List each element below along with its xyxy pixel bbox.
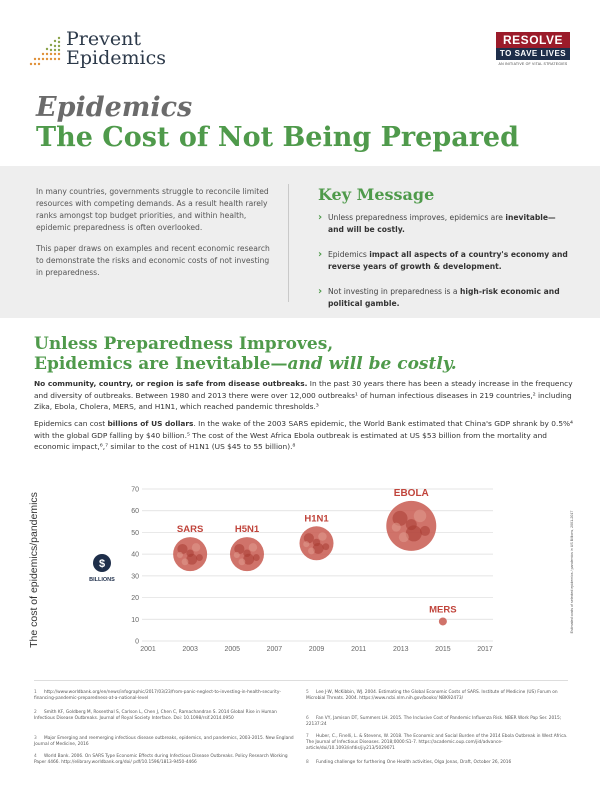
key-message-item-3: › Not investing in preparedness is a hig… <box>318 286 560 308</box>
badge-top: RESOLVE <box>496 32 570 48</box>
paragraph-costs: Epidemics can cost billions of US dollar… <box>34 419 574 451</box>
bubble-h5n1 <box>229 537 264 572</box>
footnote-5: 5 Lee J-W, McKibbin, WJ. 2004. Estimating… <box>306 690 558 701</box>
y-tick-label: 10 <box>131 617 139 624</box>
svg-text:Estimated costs of selected ep: Estimated costs of selected epidemics / … <box>570 511 574 634</box>
prevent-epidemics-logo: Prevent Epidemics <box>66 30 166 68</box>
dollar-icon <box>93 554 111 572</box>
footnote-1: 1 http://www.worldbank.org/en/news/infogr… <box>34 690 281 701</box>
y-tick-label: 20 <box>131 595 139 602</box>
epidemic-cost-chart: 0 10 20 30 40 50 60 70 2001 2003 2005 2007 2009 2011 2… <box>89 487 493 653</box>
dollar-symbol: $ <box>99 558 105 570</box>
logo-line2: Epidemics <box>66 47 167 69</box>
paragraph-outbreaks: No community, country, or region is safe… <box>34 379 573 411</box>
bubble-label-h1n1: H1N1 <box>304 513 329 524</box>
badge-bottom: TO SAVE LIVES <box>496 48 570 60</box>
bubble-label-ebola: EBOLA <box>394 488 429 499</box>
vertical-divider <box>288 184 289 302</box>
y-tick-label: 30 <box>131 573 139 580</box>
bubble-sars <box>173 537 208 572</box>
svg-text:The cost of epidemics/pandemic: The cost of epidemics/pandemics <box>28 492 40 648</box>
badge-sub: AN INITIATIVE OF VITAL STRATEGIES <box>498 62 568 66</box>
chevron-right-icon: › <box>318 212 323 223</box>
y-tick-label: 0 <box>135 639 139 646</box>
section-heading-line1: Unless Preparedness Improves, <box>34 334 334 354</box>
x-tick-label: 2003 <box>182 646 198 653</box>
x-tick-label: 2017 <box>477 646 493 653</box>
footnote-4: 4 World Bank. 2006. On SARS Type Economic… <box>34 754 288 765</box>
key-message-item-1: › Unless preparedness improves, epidemic… <box>318 212 556 234</box>
x-tick-label: 2007 <box>267 646 283 653</box>
chevron-right-icon: › <box>318 249 323 260</box>
title-line2: The Cost of Not Being Prepared <box>36 122 519 153</box>
intro-text: In many countries, governments struggle … <box>36 186 272 288</box>
intro-band <box>0 166 600 318</box>
bubble-h1n1 <box>299 526 334 561</box>
footnote-3: 3 Major Emerging and reemerging infectiou… <box>34 736 294 747</box>
chart-side-note: Estimated costs of selected epidemics / … <box>570 511 574 634</box>
x-tick-label: 2009 <box>309 646 325 653</box>
bubble-ebola <box>386 500 437 551</box>
intro-paragraph-1: In many countries, governments struggle … <box>36 187 269 232</box>
title-line1: Epidemics <box>36 92 193 123</box>
bubble-label-mers: MERS <box>429 604 456 615</box>
resolve-to-save-lives-logo: RESOLVE TO SAVE LIVES AN INITIATIVE OF V… <box>496 32 570 74</box>
x-tick-label: 2005 <box>224 646 240 653</box>
section-heading-line2: Epidemics are Inevitable—and will be cos… <box>34 354 457 374</box>
x-tick-label: 2001 <box>140 646 156 653</box>
bubble-label-sars: SARS <box>177 524 203 535</box>
bubble-mers <box>438 617 447 626</box>
units-label: BILLIONS <box>89 577 115 583</box>
footnote-rule <box>34 680 568 681</box>
key-message-item-2: › Epidemics impact all aspects of a coun… <box>318 249 568 271</box>
prevent-epidemics-logo-mark <box>29 36 61 66</box>
intro-paragraph-2: This paper draws on examples and recent … <box>36 244 270 277</box>
logo-line1: Prevent <box>66 28 141 50</box>
y-tick-label: 60 <box>131 508 139 515</box>
footnote-2: 2 Smith KF, Goldberg M, Rosenthal S, Carl… <box>34 710 277 721</box>
y-tick-label: 70 <box>131 487 139 494</box>
y-tick-label: 40 <box>131 552 139 559</box>
footnote-7: 7 Huber, C., Finelli, L. & Stevens, W. 20… <box>306 734 568 751</box>
y-tick-label: 50 <box>131 530 139 537</box>
x-tick-label: 2013 <box>393 646 409 653</box>
bubble-label-h5n1: H5N1 <box>235 524 260 535</box>
x-tick-label: 2015 <box>435 646 451 653</box>
key-message-title: Key Message <box>318 185 435 204</box>
footnote-6: 6 Fan VY, Jamison DT, Summers LH. 2015. T… <box>306 716 562 727</box>
x-tick-label: 2011 <box>351 646 366 653</box>
chevron-right-icon: › <box>318 286 323 297</box>
footnote-8: 8 Funding challenge for furthering One He… <box>306 760 512 765</box>
chart-y-axis-label: The cost of epidemics/pandemics <box>28 492 40 648</box>
